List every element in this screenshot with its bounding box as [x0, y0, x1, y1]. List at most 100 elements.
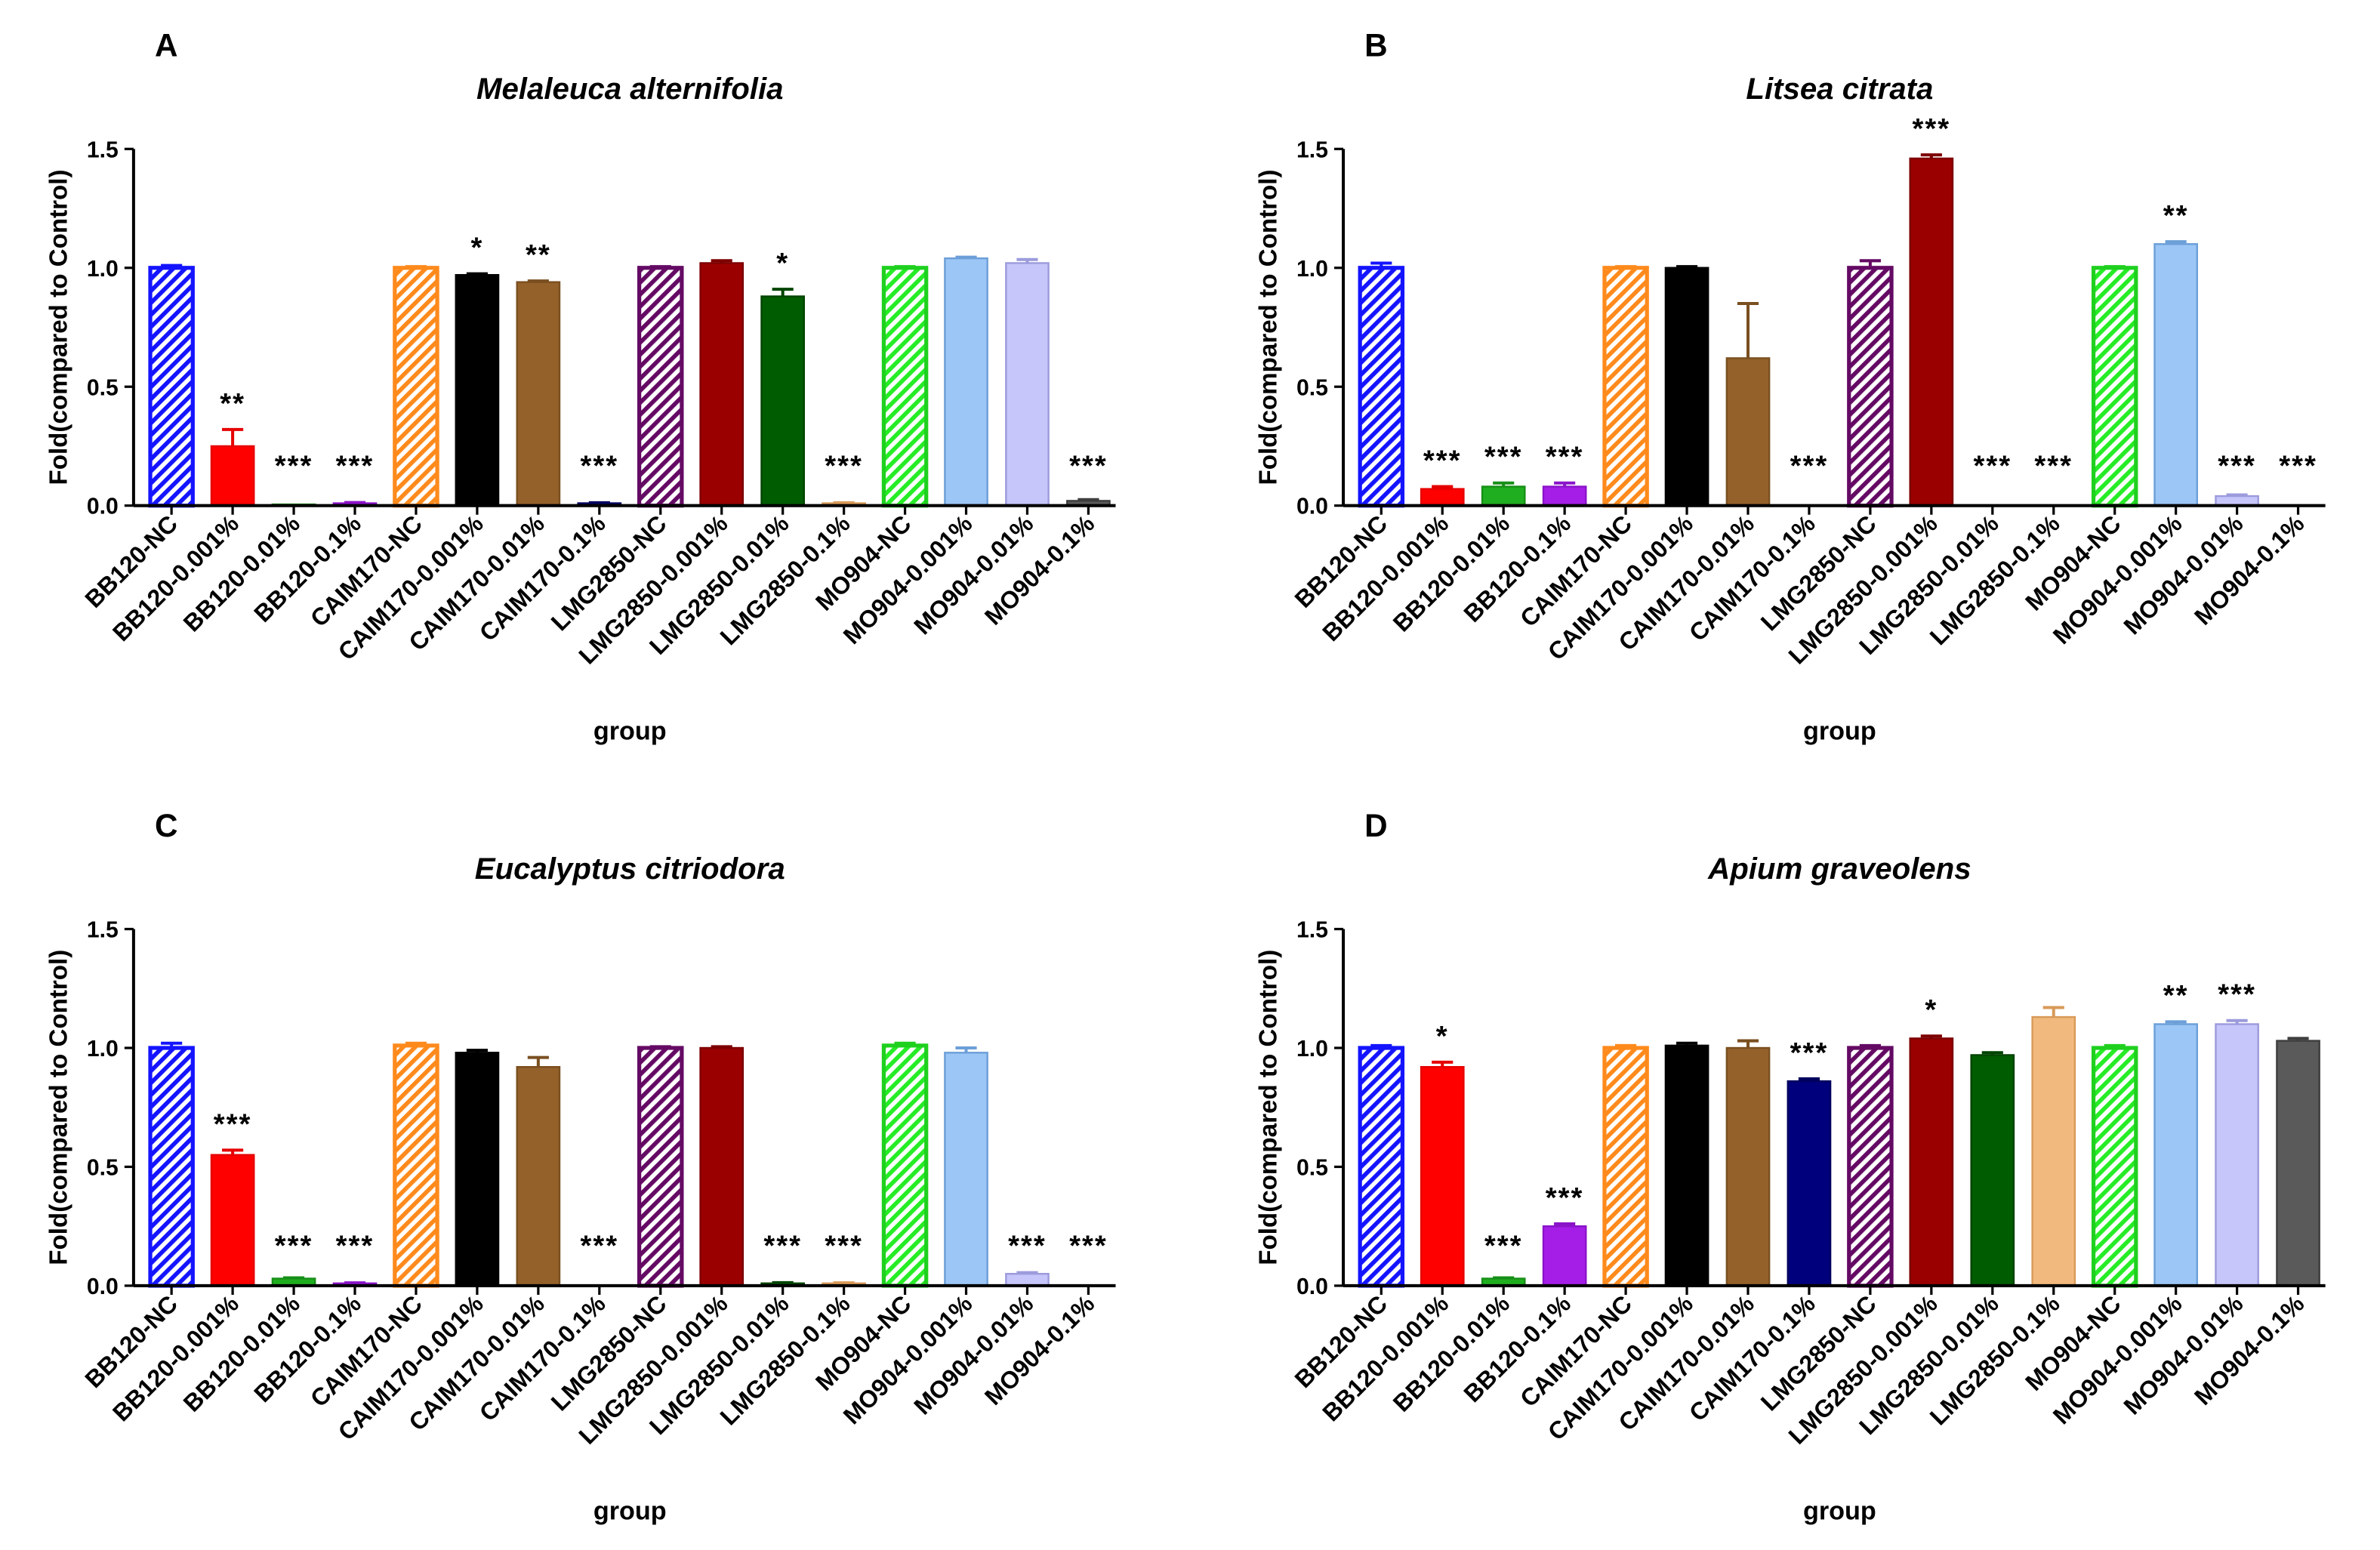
y-tick-label: 1.0	[87, 257, 119, 282]
chart-title: Eucalyptus citriodora	[475, 852, 785, 886]
bar-bb120-nc	[148, 1046, 195, 1288]
bar-bb120-0-001pct	[210, 445, 255, 507]
significance-label: ***	[336, 1230, 375, 1262]
plot-area: BB120-NC*BB120-0.001%***BB120-0.01%***BB…	[1290, 918, 2326, 1450]
x-axis-label: group	[1803, 716, 1876, 745]
plot-area: BB120-NC***BB120-0.001%***BB120-0.01%***…	[1290, 112, 2326, 670]
x-axis-label: group	[1803, 1497, 1876, 1526]
bar-caim170-0-1pct	[1787, 1080, 1832, 1287]
significance-label: ***	[214, 1108, 252, 1140]
bar-caim170-0-001pct	[455, 1052, 500, 1287]
y-tick-label: 0.0	[1296, 495, 1328, 519]
bar-bb120-0-001pct	[1420, 1065, 1465, 1287]
panel-label: C	[155, 808, 177, 843]
panel-b: B Litsea citrata Fold(compared to Contro…	[1255, 28, 2326, 745]
significance-label: **	[2163, 979, 2189, 1012]
significance-label: ***	[1484, 1230, 1523, 1262]
y-tick-label: 1.0	[1296, 257, 1328, 282]
significance-label: ***	[1913, 112, 1951, 145]
bar-mo904-0-001pct	[944, 257, 988, 507]
bar-bb120-0-1pct	[1542, 485, 1587, 507]
panel-a: A Melaleuca alternifolia Fold(compared t…	[45, 28, 1116, 745]
y-tick-label: 1.0	[1296, 1037, 1328, 1062]
y-axis-label: Fold(compared to Control)	[1255, 950, 1283, 1265]
bar-caim170-nc	[393, 1043, 439, 1288]
significance-label: ***	[580, 449, 618, 482]
significance-label: ***	[1008, 1230, 1047, 1262]
bar-mo904-nc	[881, 266, 929, 508]
panel-label: A	[155, 28, 177, 63]
significance-label: *	[1925, 994, 1938, 1026]
bar-caim170-0-01pct	[516, 1065, 561, 1287]
significance-label: ***	[2034, 449, 2073, 482]
significance-label: ***	[1973, 449, 2012, 482]
y-tick-label: 0.0	[87, 495, 119, 519]
significance-label: *	[470, 232, 483, 264]
significance-label: ***	[825, 449, 863, 482]
y-tick-label: 1.5	[87, 137, 119, 162]
bar-bb120-0-001pct	[210, 1154, 255, 1287]
y-axis-label: Fold(compared to Control)	[45, 950, 72, 1265]
panel-d: D Apium graveolens Fold(compared to Cont…	[1255, 808, 2326, 1526]
bar-bb120-nc	[1358, 266, 1405, 508]
bar-bb120-nc	[148, 266, 195, 508]
panel-c: C Eucalyptus citriodora Fold(compared to…	[45, 808, 1116, 1526]
significance-label: ***	[1546, 441, 1584, 473]
bar-caim170-0-001pct	[455, 273, 500, 507]
bar-bb120-nc	[1358, 1046, 1405, 1288]
bar-mo904-0-001pct	[944, 1052, 988, 1287]
y-tick-label: 0.5	[1296, 1156, 1328, 1181]
y-tick-label: 0.5	[87, 1156, 119, 1181]
bar-mo904-0-01pct	[2215, 1023, 2259, 1287]
significance-label: ***	[275, 449, 313, 482]
panel-label: B	[1364, 28, 1387, 63]
bar-mo904-0-01pct	[1005, 1272, 1050, 1287]
bar-mo904-nc	[2091, 1046, 2138, 1288]
significance-label: **	[2163, 199, 2189, 232]
bar-mo904-nc	[2091, 266, 2138, 508]
y-axis-label: Fold(compared to Control)	[1255, 169, 1283, 485]
significance-label: ***	[1546, 1182, 1584, 1214]
panel-label: D	[1364, 808, 1387, 843]
plot-area: BB120-NC***BB120-0.001%***BB120-0.01%***…	[80, 918, 1116, 1450]
bar-caim170-nc	[393, 266, 439, 508]
chart-title: Melaleuca alternifolia	[476, 72, 784, 106]
significance-label: **	[526, 239, 551, 271]
bar-lmg2850-0-001pct	[1909, 157, 1954, 507]
y-tick-label: 0.5	[1296, 375, 1328, 400]
bar-lmg2850-nc	[1847, 266, 1894, 508]
y-tick-label: 1.5	[1296, 137, 1328, 162]
bar-mo904-0-1pct	[2276, 1040, 2320, 1287]
bar-lmg2850-0-001pct	[699, 262, 745, 507]
x-axis-label: group	[593, 1497, 667, 1526]
y-axis-label: Fold(compared to Control)	[45, 169, 72, 485]
plot-area: BB120-NC**BB120-0.001%***BB120-0.01%***B…	[80, 137, 1116, 670]
bar-caim170-0-001pct	[1664, 267, 1709, 507]
bar-mo904-0-01pct	[1005, 262, 1050, 507]
y-tick-label: 1.0	[87, 1037, 119, 1062]
bar-lmg2850-0-001pct	[1909, 1037, 1954, 1287]
bar-mo904-0-001pct	[2153, 1023, 2198, 1287]
significance-label: *	[776, 247, 789, 279]
significance-label: ***	[825, 1230, 863, 1262]
bar-bb120-0-01pct	[1481, 485, 1526, 507]
bar-lmg2850-0-001pct	[699, 1046, 745, 1287]
significance-label: ***	[2279, 449, 2317, 482]
bar-lmg2850-nc	[637, 1046, 684, 1288]
bar-lmg2850-0-01pct	[760, 295, 806, 507]
y-tick-label: 0.0	[87, 1274, 119, 1299]
significance-label: **	[220, 387, 245, 420]
significance-label: ***	[1790, 449, 1829, 482]
chart-title: Apium graveolens	[1707, 852, 1971, 886]
significance-label: *	[1436, 1020, 1449, 1052]
significance-label: ***	[1790, 1037, 1829, 1069]
bar-caim170-0-01pct	[516, 281, 561, 507]
significance-label: ***	[1069, 449, 1108, 482]
significance-label: ***	[2218, 449, 2256, 482]
y-tick-label: 0.5	[87, 375, 119, 400]
significance-label: ***	[1423, 444, 1462, 476]
bar-mo904-nc	[881, 1043, 929, 1288]
significance-label: ***	[580, 1230, 618, 1262]
significance-label: ***	[1484, 441, 1523, 473]
